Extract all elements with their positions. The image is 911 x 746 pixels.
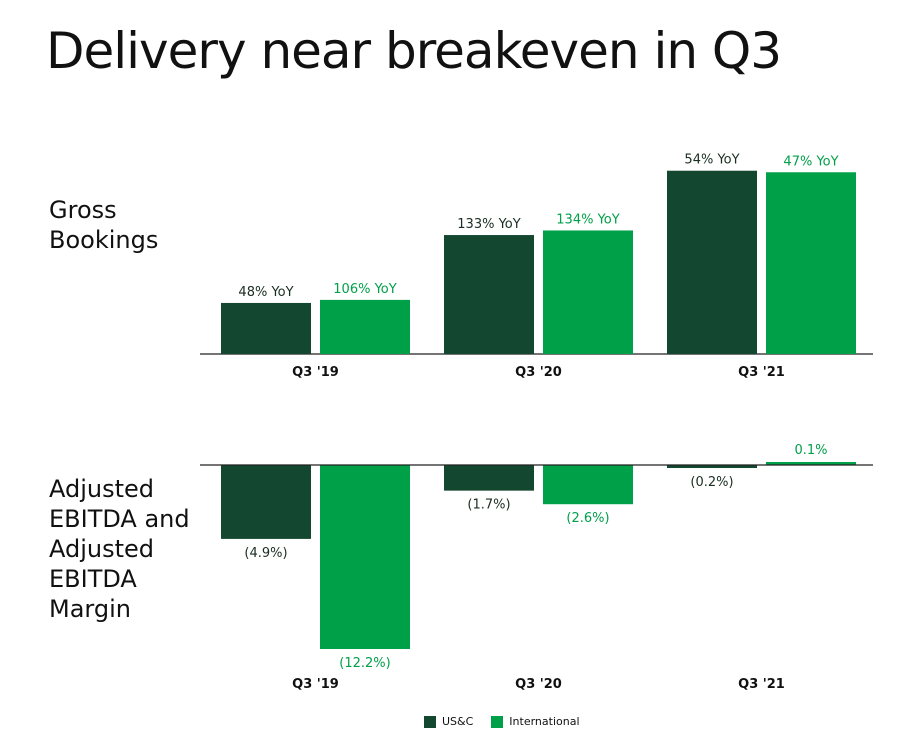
tick-label-ebitda-q3-21: Q3 '21 (738, 677, 785, 692)
bar-gross-usc-q3-20 (444, 235, 534, 354)
ebitda-label-line: Margin (49, 595, 131, 623)
data-label-ebitda-international-q3-20: (2.6%) (566, 511, 609, 526)
legend-swatch-usc (424, 715, 436, 728)
data-label-gross-international-q3-20: 134% YoY (556, 212, 619, 227)
tick-label-gross-q3-21: Q3 '21 (738, 365, 785, 380)
data-label-ebitda-usc-q3-19: (4.9%) (244, 546, 287, 561)
bar-gross-usc-q3-19 (221, 302, 311, 354)
bar-ebitda-international-q3-21 (766, 462, 856, 465)
ebitda-label-line: Adjusted (49, 475, 155, 503)
bar-ebitda-usc-q3-21 (667, 465, 757, 469)
legend-label-usc: US&C (442, 715, 474, 728)
legend: US&C International (424, 715, 580, 728)
data-label-gross-usc-q3-20: 133% YoY (457, 217, 520, 232)
legend-item-international: International (491, 715, 580, 728)
gross-bookings-label: Gross Bookings (49, 195, 158, 255)
data-label-gross-usc-q3-19: 48% YoY (238, 285, 293, 300)
tick-label-ebitda-q3-19: Q3 '19 (292, 677, 339, 692)
page-title: Delivery near breakeven in Q3 (46, 22, 782, 80)
tick-label-gross-q3-19: Q3 '19 (292, 365, 339, 380)
bar-ebitda-international-q3-20 (543, 465, 633, 505)
data-label-ebitda-usc-q3-21: (0.2%) (690, 475, 733, 490)
bar-ebitda-usc-q3-20 (444, 465, 534, 491)
legend-item-usc: US&C (424, 715, 473, 728)
data-label-ebitda-international-q3-19: (12.2%) (339, 656, 390, 671)
tick-label-ebitda-q3-20: Q3 '20 (515, 677, 562, 692)
gross-bookings-label-line: Bookings (49, 226, 159, 254)
legend-label-international: International (509, 715, 580, 728)
data-label-ebitda-international-q3-21: 0.1% (794, 443, 827, 458)
bar-gross-usc-q3-21 (667, 170, 757, 354)
tick-label-gross-q3-20: Q3 '20 (515, 365, 562, 380)
ebitda-label-line: EBITDA and (49, 505, 190, 533)
ebitda-label: Adjusted EBITDA and Adjusted EBITDA Marg… (49, 474, 190, 624)
bar-gross-international-q3-20 (543, 230, 633, 354)
gross-bookings-label-line: Gross (49, 196, 117, 224)
data-label-gross-international-q3-19: 106% YoY (333, 282, 396, 297)
bar-ebitda-usc-q3-19 (221, 465, 311, 539)
data-label-gross-international-q3-21: 47% YoY (783, 154, 838, 169)
ebitda-label-line: EBITDA (49, 565, 137, 593)
data-label-ebitda-usc-q3-20: (1.7%) (467, 498, 510, 513)
bar-gross-international-q3-21 (766, 172, 856, 354)
bar-gross-international-q3-19 (320, 299, 410, 354)
gross-bookings-chart: 48% YoY 106% YoY Q3 '19 133% YoY 134% YoY Q3 … (200, 153, 873, 380)
data-label-gross-usc-q3-21: 54% YoY (684, 153, 739, 168)
legend-swatch-international (491, 715, 504, 728)
bar-ebitda-international-q3-19 (320, 465, 410, 649)
ebitda-label-line: Adjusted (49, 535, 155, 563)
